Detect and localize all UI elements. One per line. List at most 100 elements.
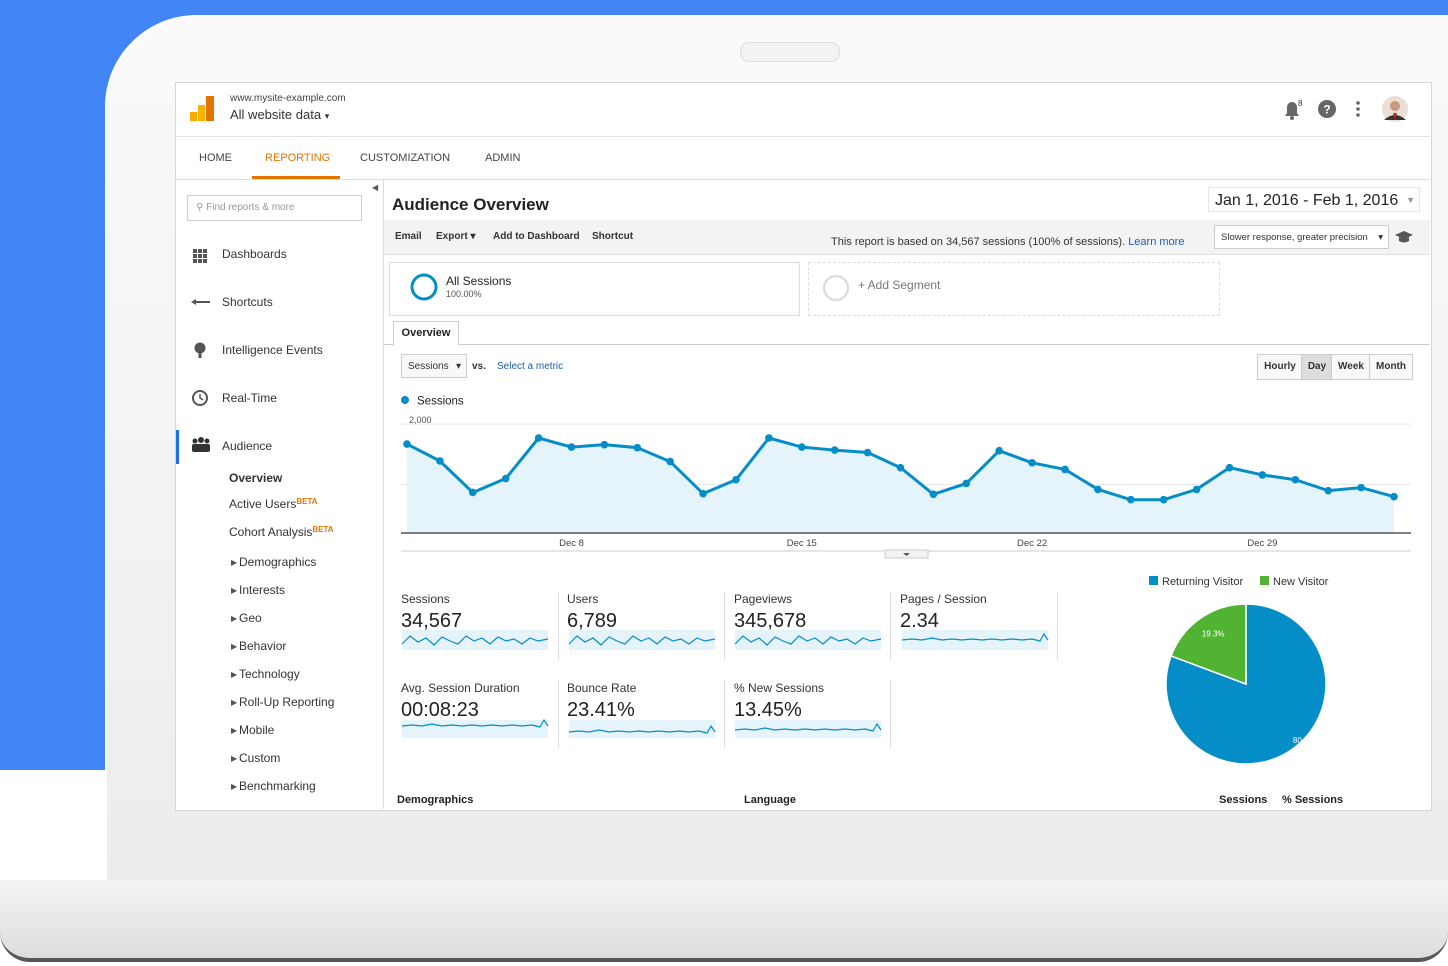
expand-arrow: ▶ xyxy=(231,558,238,567)
expand-arrow: ▶ xyxy=(231,586,238,595)
sidebar-item[interactable]: Audience xyxy=(222,439,273,453)
active-indicator xyxy=(176,430,179,464)
legend-marker xyxy=(401,396,409,404)
sidebar-subitem[interactable]: Overview xyxy=(229,471,283,485)
select-metric-link[interactable]: Select a metric xyxy=(497,361,564,372)
table-title: Demographics xyxy=(397,794,474,806)
expand-arrow: ▶ xyxy=(231,754,238,763)
toolbar-action[interactable]: Shortcut xyxy=(592,231,634,242)
y-tick-label: 2,000 xyxy=(409,415,432,425)
beta-badge: BETA xyxy=(312,525,334,534)
vs-label: vs. xyxy=(472,361,486,372)
scorecard-value: 345,678 xyxy=(734,610,807,632)
legend-label: New Visitor xyxy=(1273,576,1329,588)
sidebar-item[interactable]: Real-Time xyxy=(222,391,277,405)
expand-arrow: ▶ xyxy=(231,614,238,623)
search-placeholder: ⚲ Find reports & more xyxy=(196,202,295,213)
granularity-button[interactable]: Day xyxy=(1301,354,1333,380)
metric-dropdown[interactable]: Sessions ▾ xyxy=(401,354,467,378)
expand-arrow: ▶ xyxy=(231,698,238,707)
scorecard-label: Pageviews xyxy=(734,592,793,606)
bell-icon[interactable] xyxy=(1285,102,1299,116)
overview-tab[interactable]: Overview xyxy=(393,321,459,346)
data-point xyxy=(469,488,477,497)
header-icons: 8 ? xyxy=(1285,96,1408,122)
sidebar-subitem[interactable]: Cohort AnalysisBETA xyxy=(229,525,334,539)
pie-slice xyxy=(1170,603,1247,686)
data-point xyxy=(666,457,674,466)
sidebar-subitem[interactable]: Custom xyxy=(239,751,281,765)
sidebar-item[interactable]: Intelligence Events xyxy=(222,343,323,357)
learn-more-link[interactable]: Learn more xyxy=(1128,236,1185,248)
sidebar-subitem[interactable]: Demographics xyxy=(239,555,317,569)
site-url: www.mysite-example.com xyxy=(230,93,346,104)
data-point xyxy=(1258,471,1267,479)
data-point xyxy=(929,490,938,499)
education-icon[interactable] xyxy=(1395,230,1413,244)
toolbar-action[interactable]: Email xyxy=(395,231,422,242)
data-point xyxy=(1390,492,1398,501)
data-point xyxy=(534,434,543,442)
precision-dropdown[interactable]: Slower response, greater precision ▾ xyxy=(1214,225,1389,249)
sidebar-subitem[interactable]: Technology xyxy=(239,667,300,681)
search-box[interactable]: ⚲ Find reports & more xyxy=(187,195,362,221)
sidebar-item[interactable]: Dashboards xyxy=(222,247,287,261)
sidebar-subitem[interactable]: Behavior xyxy=(239,639,287,653)
scorecard-label: Users xyxy=(567,592,599,606)
toolbar-action[interactable]: Export ▾ xyxy=(436,231,476,242)
logo xyxy=(190,96,214,121)
add-segment-label: + Add Segment xyxy=(858,278,941,292)
data-point xyxy=(1061,465,1069,474)
nav-tab[interactable]: ADMIN xyxy=(485,152,521,164)
sidebar-subitem[interactable]: Active UsersBETA xyxy=(229,497,318,511)
area-fill xyxy=(407,437,1394,533)
granularity-button[interactable]: Week xyxy=(1331,354,1371,380)
expand-arrow: ▶ xyxy=(231,726,238,735)
data-point xyxy=(732,475,740,484)
nav-tab[interactable]: CUSTOMIZATION xyxy=(360,152,451,164)
scorecard-value: 00:08:23 xyxy=(401,699,479,721)
data-point xyxy=(633,443,642,452)
data-point xyxy=(1291,475,1300,484)
scorecard-label: % New Sessions xyxy=(734,681,825,695)
sidebar-subitem[interactable]: Interests xyxy=(239,583,286,597)
sidebar-subitem[interactable]: Roll-Up Reporting xyxy=(239,695,335,709)
help-icon[interactable] xyxy=(1318,100,1336,118)
sparklines xyxy=(401,630,1049,738)
expand-arrow: ▶ xyxy=(231,782,238,791)
segment-card[interactable] xyxy=(389,262,800,316)
segment-ring xyxy=(410,273,438,301)
expand-arrow: ▶ xyxy=(231,670,238,679)
scorecard-value: 2.34 xyxy=(900,610,939,632)
laptop-base xyxy=(0,880,1448,962)
sidebar xyxy=(176,180,384,809)
expand-arrow: ▶ xyxy=(231,642,238,651)
report-title: Audience Overview xyxy=(392,195,549,214)
nav-tab[interactable]: REPORTING xyxy=(265,152,331,164)
sidebar-item[interactable]: Shortcuts xyxy=(222,295,273,309)
nav-tab[interactable]: HOME xyxy=(199,152,232,164)
granularity-button[interactable]: Hourly xyxy=(1257,354,1303,380)
sidebar-subitem[interactable]: Geo xyxy=(239,611,262,625)
add-segment[interactable] xyxy=(808,262,1220,316)
data-point xyxy=(1028,459,1036,467)
toolbar-action[interactable]: Add to Dashboard xyxy=(493,231,580,242)
active-tab-underline xyxy=(252,176,340,179)
column-header: % Sessions xyxy=(1282,794,1344,806)
data-point xyxy=(1225,463,1234,472)
scorecard-label: Avg. Session Duration xyxy=(401,681,520,695)
svg-text:?: ? xyxy=(1323,103,1330,117)
sidebar-subitem[interactable]: Mobile xyxy=(239,723,275,737)
data-point xyxy=(403,440,411,448)
date-range[interactable]: Jan 1, 2016 - Feb 1, 2016 ▼ xyxy=(1208,187,1420,212)
legend-swatch xyxy=(1149,576,1158,585)
scorecard-label: Bounce Rate xyxy=(567,681,637,695)
data-point xyxy=(1127,495,1135,504)
slice-label: 80.7% xyxy=(1293,736,1316,745)
sidebar-subitem[interactable]: Benchmarking xyxy=(239,779,316,793)
granularity-button[interactable]: Month xyxy=(1369,354,1413,380)
data-point xyxy=(1357,483,1365,492)
property-selector[interactable]: All website data ▾ xyxy=(230,107,330,122)
slice-label: 19.3% xyxy=(1202,630,1225,639)
property-name: All website data xyxy=(230,107,322,122)
